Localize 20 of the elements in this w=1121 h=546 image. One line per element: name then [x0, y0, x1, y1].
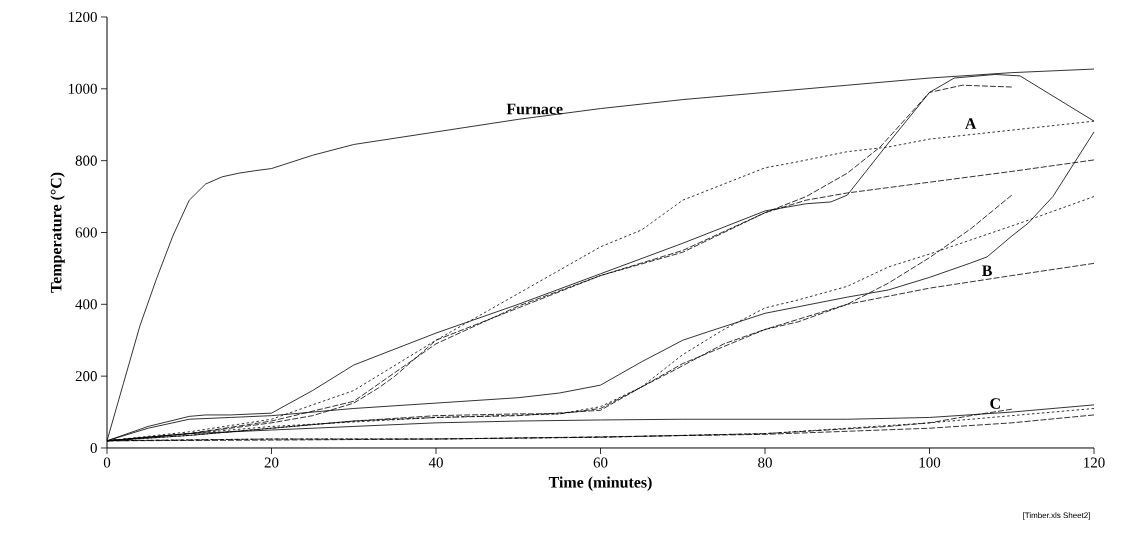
- x-tick-label: 40: [428, 457, 443, 468]
- annotation: A: [965, 118, 977, 129]
- y-tick-label: 200: [75, 371, 97, 382]
- x-axis-title: Time (minutes): [548, 476, 652, 491]
- x-tick-label: 0: [103, 457, 111, 468]
- x-tick-label: 60: [593, 457, 608, 468]
- x-tick-label: 120: [1084, 457, 1105, 468]
- y-tick-label: 1200: [68, 11, 97, 23]
- x-tick-label: 20: [264, 457, 279, 468]
- y-tick-label: 600: [75, 227, 97, 238]
- y-tick-label: 400: [75, 299, 97, 310]
- y-tick-label: 1000: [68, 83, 97, 94]
- annotation: B: [982, 265, 992, 276]
- annotation: C: [990, 398, 1000, 409]
- y-tick-label: 800: [75, 155, 97, 166]
- annotation: Furnace: [506, 103, 563, 115]
- x-tick-label: 100: [919, 457, 941, 468]
- y-axis-title: Temperature (°C): [50, 172, 65, 293]
- x-tick-label: 80: [758, 457, 772, 468]
- y-tick-label: 0: [90, 442, 97, 454]
